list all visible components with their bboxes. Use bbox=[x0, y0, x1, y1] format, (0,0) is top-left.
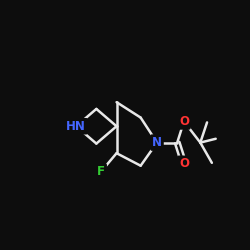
Text: HN: HN bbox=[66, 120, 86, 133]
Text: O: O bbox=[179, 157, 189, 170]
Text: F: F bbox=[97, 165, 105, 178]
Text: O: O bbox=[179, 115, 189, 128]
Text: N: N bbox=[152, 136, 162, 149]
